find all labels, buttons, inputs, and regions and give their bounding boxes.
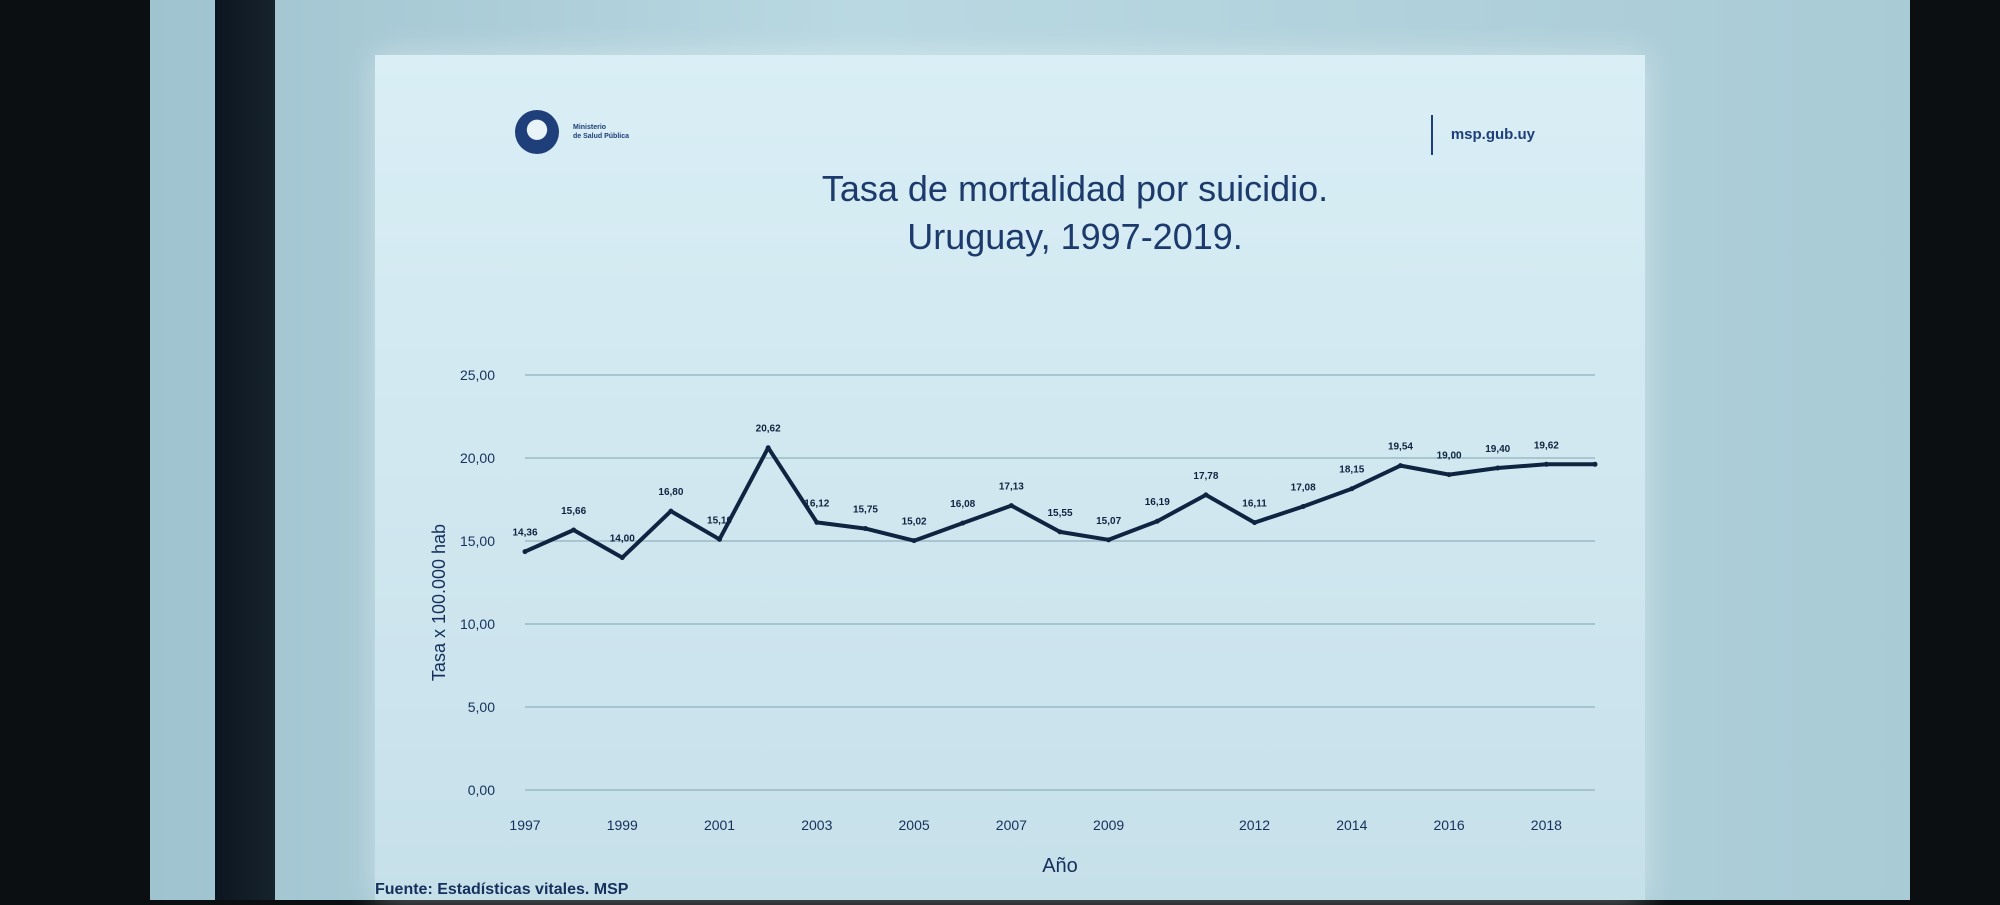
data-point (960, 520, 966, 526)
y-tick-label: 20,00 (460, 450, 495, 466)
website-label: msp.gub.uy (1430, 115, 1535, 155)
source-note: Fuente: Estadísticas vitales. MSP (375, 881, 629, 898)
data-label: 14,00 (610, 534, 635, 545)
data-label: 19,54 (1388, 442, 1413, 453)
data-point (1592, 461, 1598, 467)
data-point (717, 536, 723, 542)
x-tick-label: 2016 (1434, 817, 1465, 833)
x-tick-label: 2012 (1239, 817, 1270, 833)
x-axis-title: Año (1042, 855, 1078, 877)
chart-subtitle: Uruguay, 1997-2019. (907, 216, 1243, 257)
data-point (1008, 503, 1014, 509)
data-label: 20,62 (756, 424, 781, 435)
data-point (668, 508, 674, 514)
data-point (571, 527, 577, 533)
data-label: 15,02 (902, 517, 927, 528)
data-point (1203, 492, 1209, 498)
x-tick-label: 2014 (1336, 817, 1367, 833)
y-tick-label: 5,00 (468, 699, 495, 715)
data-label: 16,80 (658, 487, 683, 498)
y-tick-label: 0,00 (468, 782, 495, 798)
data-label: 15,55 (1047, 508, 1072, 519)
x-tick-label: 2001 (704, 817, 735, 833)
screen-frame-edge (215, 0, 275, 900)
data-point (1154, 518, 1160, 524)
data-point (814, 519, 820, 525)
data-point (1106, 537, 1112, 543)
x-tick-label: 1999 (607, 817, 638, 833)
data-point (911, 538, 917, 544)
data-label: 18,15 (1339, 465, 1364, 476)
data-label: 16,12 (804, 498, 829, 509)
coat-of-arms-icon (515, 110, 559, 154)
data-label: 15,66 (561, 506, 586, 517)
data-point (619, 555, 625, 561)
data-label: 16,19 (1145, 497, 1170, 508)
data-label: 19,62 (1534, 440, 1559, 451)
x-tick-label: 2007 (996, 817, 1027, 833)
x-tick-label: 2005 (899, 817, 930, 833)
chart-title-block: Tasa de mortalidad por suicidio. Uruguay… (575, 165, 1575, 261)
data-label: 14,36 (512, 528, 537, 539)
data-label: 15,10 (707, 515, 732, 526)
data-label: 15,75 (853, 505, 878, 516)
data-label: 17,13 (999, 482, 1024, 493)
ministry-name-line-2: de Salud Pública (573, 133, 630, 140)
y-axis-title: Tasa x 100.000 hab (429, 524, 449, 681)
data-label: 17,08 (1291, 482, 1316, 493)
y-tick-label: 10,00 (460, 616, 495, 632)
ministry-logo: Ministerio de Salud Pública (515, 110, 693, 154)
data-point (1495, 465, 1501, 471)
chart-title: Tasa de mortalidad por suicidio. (821, 168, 1329, 209)
data-point (1397, 463, 1403, 469)
data-point (765, 445, 771, 451)
data-label: 19,40 (1485, 444, 1510, 455)
data-label: 16,11 (1242, 499, 1267, 510)
x-tick-label: 2018 (1531, 817, 1562, 833)
x-tick-label: 2009 (1093, 817, 1124, 833)
data-label: 19,00 (1437, 451, 1462, 462)
x-tick-label: 1997 (509, 817, 540, 833)
suicide-rate-line-chart: 0,00 5,00 10,00 15,00 20,00 25,00 1997 1999 2001… (429, 367, 1598, 877)
ministry-name-line-1: Ministerio (573, 124, 607, 131)
presentation-slide: Ministerio de Salud Pública msp.gub.uy T… (375, 55, 1645, 900)
y-tick-label: 25,00 (460, 367, 495, 383)
data-point (1057, 529, 1063, 535)
data-label: 15,07 (1096, 516, 1121, 527)
data-point (1349, 486, 1355, 492)
data-point (522, 549, 528, 555)
data-point (1446, 472, 1452, 478)
data-point (1300, 503, 1306, 509)
data-point (1543, 461, 1549, 467)
data-label: 16,08 (950, 499, 975, 510)
data-point (1252, 520, 1258, 526)
ministry-name: Ministerio de Salud Pública (573, 123, 693, 141)
data-point (862, 526, 868, 532)
y-tick-label: 15,00 (460, 533, 495, 549)
data-label: 17,78 (1193, 471, 1218, 482)
x-tick-label: 2003 (801, 817, 832, 833)
